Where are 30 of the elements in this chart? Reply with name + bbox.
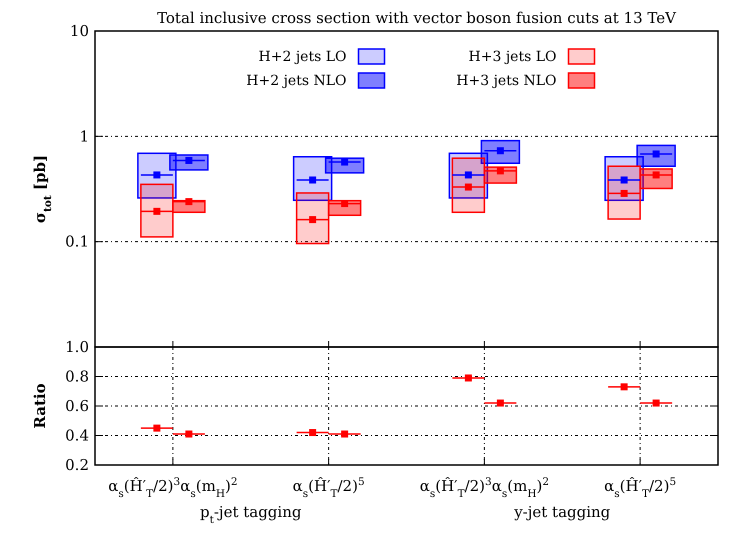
- text: p$_{t}$-jet tagging: [200, 503, 302, 526]
- legend-label: H+3 jets NLO: [456, 73, 556, 89]
- bar: [607, 166, 641, 220]
- category-label: α$_{s}$(Ĥ′$_{T}$/2)$^{3}$α$_{s}$(m$_{H}$)$^{2}$: [420, 476, 550, 500]
- bar: [636, 144, 676, 167]
- y-tick-label: 1: [79, 127, 89, 146]
- legend-label: H+2 jets LO: [258, 49, 346, 65]
- x-tick-label: α$_{s}$(Ĥ′$_{T}$/2)$^{5}$: [604, 476, 676, 500]
- text: y-jet tagging: [513, 503, 611, 521]
- legend-label: H+2 jets NLO: [246, 73, 346, 89]
- category-label: α$_{s}$(Ĥ′$_{T}$/2)$^{3}$α$_{s}$(m$_{H}$)$^{2}$: [108, 476, 238, 500]
- bar: [639, 168, 673, 190]
- y-tick-label: 0.8: [65, 368, 89, 386]
- bar: [324, 157, 364, 174]
- y-tick-label: 1.0: [65, 338, 89, 356]
- bar: [452, 157, 486, 214]
- y-tick-label: 0.2: [65, 456, 89, 474]
- chart-title: Total inclusive cross section with vector boson fusion cuts at 13 TeV: [157, 9, 678, 27]
- bar: [480, 140, 520, 164]
- bar: [140, 184, 174, 238]
- bar: [169, 154, 209, 171]
- legend-label: H+3 jets LO: [468, 49, 556, 65]
- y-tick-label: 0.4: [65, 426, 89, 444]
- y-axis-title: Ratio: [31, 383, 49, 429]
- bar: [296, 192, 330, 244]
- x-tick-label: α$_{s}$(Ĥ′$_{T}$/2)$^{5}$: [292, 476, 365, 500]
- y-tick-label: 10: [70, 22, 89, 40]
- y-tick-label: 0.1: [65, 232, 89, 251]
- y-tick-label: 0.6: [65, 397, 89, 415]
- bar: [484, 166, 518, 184]
